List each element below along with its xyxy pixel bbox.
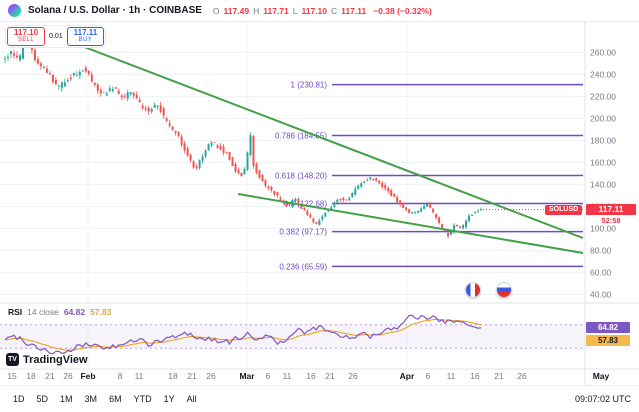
svg-text:8: 8 <box>118 371 123 381</box>
spread-value: 0.01 <box>49 32 63 40</box>
svg-text:21: 21 <box>325 371 335 381</box>
sell-price: 117.10 <box>14 28 39 37</box>
trend-line-upper[interactable] <box>39 29 584 239</box>
tradingview-wordmark: TradingView <box>23 353 88 366</box>
close-value: 117.11 <box>341 5 367 16</box>
svg-text:Apr: Apr <box>400 371 415 381</box>
svg-text:0.382 (97.17): 0.382 (97.17) <box>279 228 327 237</box>
svg-text:0.5 (122.68): 0.5 (122.68) <box>284 200 327 209</box>
svg-text:0.618 (148.20): 0.618 (148.20) <box>275 171 327 180</box>
svg-text:60.00: 60.00 <box>590 268 612 278</box>
open-value: 117.49 <box>223 5 250 16</box>
svg-text:160.00: 160.00 <box>590 158 616 168</box>
buy-sell-widget: 117.10 SELL 0.01 117.11 BUY <box>6 26 106 47</box>
flag-sticker-icon-1[interactable] <box>465 282 481 298</box>
svg-text:260.00: 260.00 <box>590 48 616 58</box>
svg-text:21: 21 <box>494 371 504 381</box>
last-price-label: 117.11 <box>586 204 636 215</box>
rsi-scale-value-label: 64.82 <box>586 322 630 333</box>
trend-line-lower[interactable] <box>237 193 584 254</box>
svg-text:11: 11 <box>135 371 144 381</box>
rsi-ma-scale-value-label: 57.83 <box>586 335 630 346</box>
svg-text:1 (230.81): 1 (230.81) <box>291 81 328 90</box>
high-value: 117.71 <box>263 5 289 16</box>
range-button-3m[interactable]: 3M <box>84 394 98 404</box>
svg-text:16: 16 <box>306 371 316 381</box>
svg-text:40.00: 40.00 <box>590 290 612 300</box>
price-axis-labels[interactable]: 260.00 240.00 220.00 200.00 180.00 160.00 140.… <box>590 48 616 300</box>
price-change: −0.38 (−0.32%) <box>373 5 432 16</box>
range-button-1m[interactable]: 1M <box>60 394 73 404</box>
range-button-all[interactable]: All <box>186 394 197 404</box>
svg-text:6: 6 <box>426 371 431 381</box>
range-button-1y[interactable]: 1Y <box>163 394 175 404</box>
high-label: H <box>253 5 260 16</box>
svg-text:Feb: Feb <box>80 371 95 381</box>
rsi-ma-value: 57.83 <box>90 307 112 317</box>
ohlc-readout: O 117.49 H 117.71 L 117.10 C 117.11 <box>213 6 366 16</box>
svg-text:26: 26 <box>63 371 73 381</box>
close-label: C <box>331 5 338 16</box>
low-label: L <box>292 5 298 16</box>
svg-text:21: 21 <box>45 371 55 381</box>
svg-text:6: 6 <box>266 371 271 381</box>
symbol-price-tag: SOLUSD <box>545 205 583 215</box>
open-label: O <box>212 5 220 16</box>
buy-button[interactable]: 117.11 BUY <box>66 27 105 46</box>
chart-area: 1 (230.81) 0.786 (184.55) 0.618 (148.20) 0.… <box>0 22 639 385</box>
svg-text:Mar: Mar <box>239 371 255 381</box>
svg-text:15: 15 <box>7 371 17 381</box>
svg-text:140.00: 140.00 <box>590 180 616 190</box>
svg-text:11: 11 <box>447 371 456 381</box>
bar-countdown: 52:58 <box>601 216 621 225</box>
svg-text:100.00: 100.00 <box>590 224 616 234</box>
flag-sticker-icon-2[interactable] <box>496 282 512 298</box>
chart-header: Solana / U.S. Dollar · 1h · COINBASE O 11… <box>0 0 639 22</box>
range-button-1d[interactable]: 1D <box>13 394 25 404</box>
rsi-params: 14 close <box>27 307 59 317</box>
svg-text:80.00: 80.00 <box>590 246 612 256</box>
svg-text:0.786 (184.55): 0.786 (184.55) <box>275 131 327 140</box>
time-axis-labels[interactable]: 15 18 21 26 Feb 8 11 18 21 26 Mar 6 11 16 21 26 Apr 6 11 16… <box>7 371 609 381</box>
svg-text:220.00: 220.00 <box>590 92 616 102</box>
rsi-ma-line <box>4 318 482 351</box>
range-button-ytd[interactable]: YTD <box>133 394 152 404</box>
buy-label: BUY <box>78 37 93 44</box>
range-button-6m[interactable]: 6M <box>109 394 122 404</box>
low-value: 117.10 <box>301 5 328 16</box>
clock-utc[interactable]: 09:07:02 UTC <box>574 394 631 404</box>
svg-text:18: 18 <box>168 371 178 381</box>
svg-text:26: 26 <box>348 371 358 381</box>
sell-button[interactable]: 117.10 SELL <box>7 27 46 46</box>
svg-text:26: 26 <box>206 371 216 381</box>
svg-text:May: May <box>593 371 610 381</box>
svg-text:16: 16 <box>470 371 480 381</box>
svg-text:180.00: 180.00 <box>590 136 616 146</box>
svg-text:18: 18 <box>26 371 36 381</box>
tradingview-logo[interactable]: TV TradingView <box>6 353 88 366</box>
svg-text:26: 26 <box>517 371 527 381</box>
bottom-toolbar: 1D 5D 1M 3M 6M YTD 1Y All 09:07:02 UTC <box>0 385 639 412</box>
rsi-value: 64.82 <box>63 307 86 317</box>
solana-logo-icon <box>8 4 21 17</box>
fib-retracement[interactable]: 1 (230.81) 0.786 (184.55) 0.618 (148.20) 0.… <box>275 81 583 272</box>
svg-text:21: 21 <box>187 371 197 381</box>
svg-text:0.236 (65.59): 0.236 (65.59) <box>279 262 327 271</box>
symbol-title[interactable]: Solana / U.S. Dollar · 1h · COINBASE <box>28 5 202 16</box>
tradingview-mark-icon: TV <box>6 353 19 366</box>
chart-canvas[interactable]: 1 (230.81) 0.786 (184.55) 0.618 (148.20) 0.… <box>0 22 639 385</box>
buy-price: 117.11 <box>73 28 98 37</box>
range-selector: 1D 5D 1M 3M 6M YTD 1Y All <box>8 392 202 406</box>
sell-label: SELL <box>17 37 35 44</box>
rsi-line <box>4 314 482 355</box>
rsi-legend[interactable]: RSI 14 close 64.82 57.83 <box>8 307 111 317</box>
rsi-title: RSI <box>8 307 23 317</box>
svg-text:200.00: 200.00 <box>590 114 616 124</box>
range-button-5d[interactable]: 5D <box>36 394 49 404</box>
svg-text:11: 11 <box>283 371 292 381</box>
svg-text:240.00: 240.00 <box>590 70 616 80</box>
